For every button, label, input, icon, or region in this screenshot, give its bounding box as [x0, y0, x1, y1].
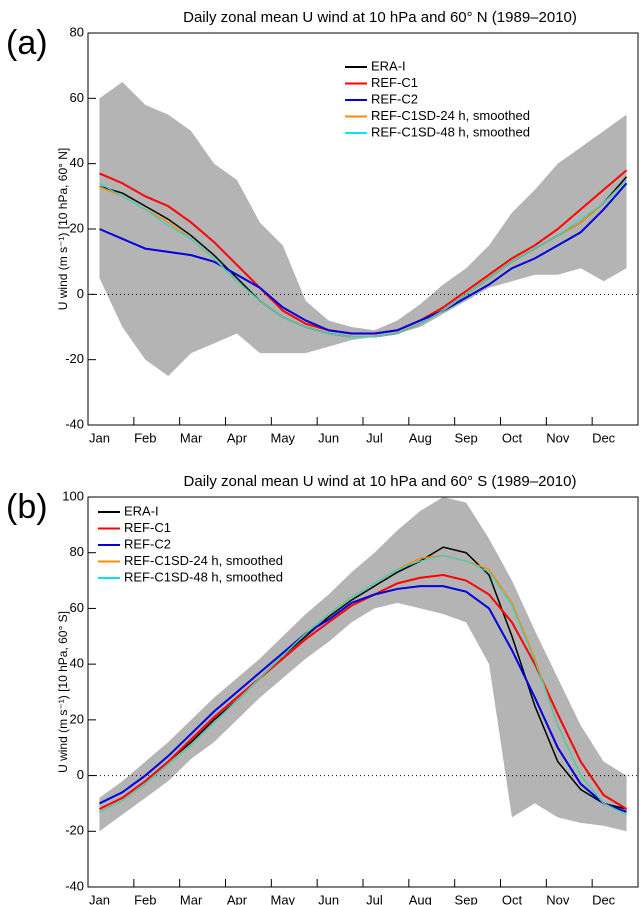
- series-line: [99, 182, 628, 335]
- x-tick-label: Jun: [318, 892, 339, 905]
- x-tick-label: Dec: [592, 892, 616, 905]
- x-tick-label: Apr: [227, 892, 248, 905]
- y-axis-label: U wind (m s⁻¹) [10 hPa, 60° S]: [56, 611, 70, 773]
- legend-label: REF-C1SD-48 h, smoothed: [124, 569, 283, 584]
- x-tick-label: May: [271, 892, 296, 905]
- y-tick-label: 40: [70, 155, 84, 170]
- y-tick-label: 0: [77, 767, 84, 782]
- chart-title: Daily zonal mean U wind at 10 hPa and 60…: [183, 9, 577, 26]
- panel-label: (a): [6, 24, 48, 62]
- x-tick-label: Oct: [502, 892, 523, 905]
- y-tick-label: 80: [70, 24, 84, 39]
- x-tick-label: Jul: [366, 430, 383, 445]
- x-tick-label: Aug: [409, 430, 432, 445]
- legend-label: REF-C2: [371, 91, 418, 106]
- x-tick-label: Mar: [180, 430, 203, 445]
- legend-label: REF-C1SD-24 h, smoothed: [371, 108, 530, 123]
- series-line: [99, 554, 627, 816]
- x-tick-label: May: [271, 430, 296, 445]
- y-tick-label: 100: [62, 488, 84, 503]
- y-tick-label: 0: [77, 286, 84, 301]
- legend-label: ERA-I: [371, 58, 406, 73]
- x-tick-label: Jun: [318, 430, 339, 445]
- y-tick-label: 80: [70, 544, 84, 559]
- x-tick-label: Jul: [366, 892, 383, 905]
- y-tick-label: -20: [65, 351, 84, 366]
- x-tick-label: Apr: [227, 430, 248, 445]
- legend-label: ERA-I: [124, 503, 159, 518]
- x-tick-label: Dec: [592, 430, 616, 445]
- y-tick-label: 20: [70, 220, 84, 235]
- y-tick-label: 60: [70, 600, 84, 615]
- x-tick-label: Feb: [134, 430, 156, 445]
- series-line: [99, 585, 627, 813]
- legend-label: REF-C2: [124, 536, 171, 551]
- x-tick-label: Sep: [455, 892, 478, 905]
- series-line: [99, 179, 627, 338]
- chart-title: Daily zonal mean U wind at 10 hPa and 60…: [184, 473, 577, 490]
- legend-label: REF-C1SD-48 h, smoothed: [371, 124, 530, 139]
- spread-band: [99, 82, 627, 376]
- x-tick-label: Oct: [502, 430, 523, 445]
- series-line: [99, 546, 627, 810]
- y-axis-label: U wind (m s⁻¹) [10 hPa, 60° N]: [56, 148, 70, 311]
- x-tick-label: Aug: [409, 892, 432, 905]
- x-tick-label: Nov: [546, 430, 570, 445]
- y-tick-label: -20: [65, 823, 84, 838]
- x-tick-label: Sep: [455, 430, 478, 445]
- x-tick-label: Jan: [89, 430, 110, 445]
- legend-label: REF-C1: [124, 520, 171, 535]
- x-tick-label: Jan: [89, 892, 110, 905]
- x-tick-label: Feb: [134, 892, 156, 905]
- legend-label: REF-C1SD-24 h, smoothed: [124, 553, 283, 568]
- legend-label: REF-C1: [371, 75, 418, 90]
- y-tick-label: -40: [65, 416, 84, 431]
- x-tick-label: Nov: [546, 892, 570, 905]
- panel-label: (b): [6, 488, 48, 526]
- y-tick-label: 20: [70, 711, 84, 726]
- y-tick-label: 60: [70, 90, 84, 105]
- spread-band: [99, 497, 627, 832]
- y-tick-label: -40: [65, 878, 84, 893]
- x-tick-label: Mar: [180, 892, 203, 905]
- y-tick-label: 40: [70, 656, 84, 671]
